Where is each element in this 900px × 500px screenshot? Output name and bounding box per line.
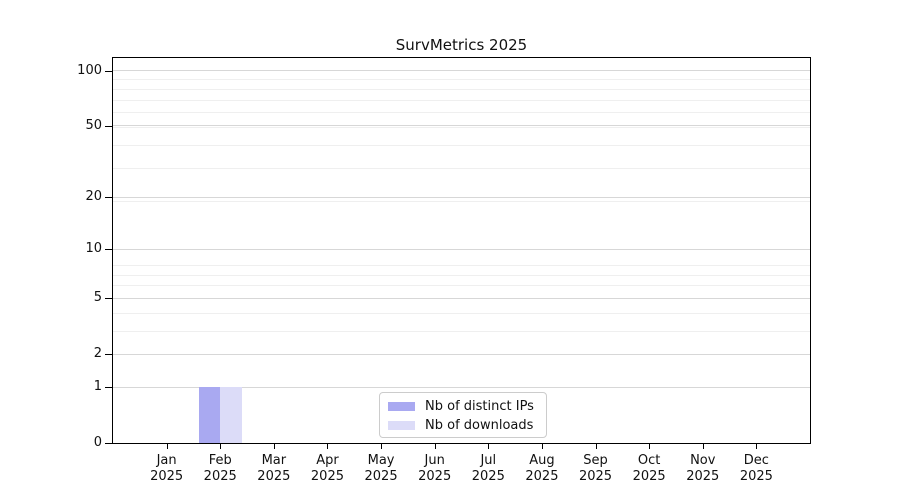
x-tick-label: Nov 2025 bbox=[673, 453, 733, 485]
x-tick-label: Dec 2025 bbox=[726, 453, 786, 485]
chart-title: SurvMetrics 2025 bbox=[395, 36, 528, 54]
y-tick-label: 1 bbox=[93, 379, 102, 395]
x-tick-month: May bbox=[367, 453, 395, 468]
minor-gridline bbox=[113, 99, 810, 101]
x-tick-label: Feb 2025 bbox=[190, 453, 250, 485]
x-tick-year: 2025 bbox=[203, 469, 237, 484]
x-tick-label: Jul 2025 bbox=[458, 453, 518, 485]
x-tick bbox=[327, 444, 329, 449]
x-tick bbox=[488, 444, 490, 449]
major-gridline bbox=[113, 353, 810, 355]
x-tick-year: 2025 bbox=[632, 469, 666, 484]
bar-nb-of-downloads-feb bbox=[220, 387, 242, 443]
minor-gridline bbox=[113, 112, 810, 114]
minor-gridline bbox=[113, 79, 810, 81]
y-tick bbox=[105, 249, 112, 251]
x-tick-label: Jun 2025 bbox=[405, 453, 465, 485]
x-tick-month: Sep bbox=[583, 453, 608, 468]
major-gridline bbox=[113, 196, 810, 198]
x-tick-year: 2025 bbox=[739, 469, 773, 484]
x-tick-year: 2025 bbox=[150, 469, 184, 484]
x-tick bbox=[649, 444, 651, 449]
y-tick bbox=[105, 443, 112, 444]
minor-gridline bbox=[113, 330, 810, 332]
legend-item-downloads: Nb of downloads bbox=[388, 416, 538, 435]
minor-gridline bbox=[113, 274, 810, 276]
x-tick bbox=[166, 444, 168, 449]
x-tick-year: 2025 bbox=[418, 469, 452, 484]
x-tick-year: 2025 bbox=[364, 469, 398, 484]
x-tick bbox=[273, 444, 275, 449]
legend-swatch-distinct-ips bbox=[388, 402, 415, 411]
x-tick-year: 2025 bbox=[578, 469, 613, 484]
y-tick-label: 100 bbox=[77, 62, 102, 78]
x-tick bbox=[756, 444, 758, 449]
x-tick-label: Apr 2025 bbox=[297, 453, 357, 485]
y-tick-label: 2 bbox=[93, 346, 102, 362]
major-gridline bbox=[113, 125, 810, 127]
x-tick-label: Aug 2025 bbox=[512, 453, 572, 485]
x-tick bbox=[595, 444, 597, 449]
major-gridline bbox=[113, 248, 810, 250]
y-tick-label: 50 bbox=[85, 117, 102, 133]
legend-label-distinct-ips: Nb of distinct IPs bbox=[425, 399, 534, 414]
y-tick bbox=[105, 354, 112, 356]
x-tick-label: Oct 2025 bbox=[619, 453, 679, 485]
x-tick-month: Dec bbox=[743, 453, 769, 468]
minor-gridline bbox=[113, 200, 810, 202]
x-tick-year: 2025 bbox=[310, 469, 344, 484]
plot-area bbox=[112, 57, 811, 444]
y-tick-label: 20 bbox=[85, 189, 102, 205]
x-tick-month: Aug bbox=[529, 453, 555, 468]
y-tick-label: 0 bbox=[93, 435, 102, 450]
legend-label-downloads: Nb of downloads bbox=[425, 418, 534, 433]
x-tick bbox=[220, 444, 222, 449]
x-tick-month: Nov bbox=[690, 453, 716, 468]
bar-nb-of-distinct-ips-feb bbox=[198, 387, 221, 443]
minor-gridline bbox=[113, 88, 810, 90]
y-tick-label: 5 bbox=[93, 290, 102, 306]
x-tick-label: May 2025 bbox=[351, 453, 411, 485]
x-tick-month: Mar bbox=[261, 453, 287, 468]
x-tick-year: 2025 bbox=[471, 469, 505, 484]
minor-gridline bbox=[113, 168, 810, 170]
y-tick bbox=[105, 387, 112, 389]
x-tick bbox=[702, 444, 704, 449]
x-tick-year: 2025 bbox=[525, 469, 559, 484]
x-tick-month: Feb bbox=[208, 453, 232, 468]
x-tick-label: Mar 2025 bbox=[244, 453, 304, 485]
legend-item-distinct-ips: Nb of distinct IPs bbox=[388, 397, 538, 416]
y-tick bbox=[105, 125, 112, 127]
legend-swatch-downloads bbox=[388, 421, 415, 430]
minor-gridline bbox=[113, 144, 810, 146]
x-tick-month: Apr bbox=[316, 453, 339, 468]
y-tick bbox=[105, 197, 112, 199]
legend: Nb of distinct IPs Nb of downloads bbox=[379, 392, 547, 438]
major-gridline bbox=[113, 70, 810, 72]
x-tick bbox=[434, 444, 436, 449]
x-tick-label: Jan 2025 bbox=[137, 453, 197, 485]
x-tick-label: Sep 2025 bbox=[566, 453, 626, 485]
y-tick bbox=[105, 70, 112, 72]
x-tick-month: Jun bbox=[424, 453, 445, 468]
x-tick-month: Oct bbox=[637, 453, 661, 468]
minor-gridline bbox=[113, 285, 810, 287]
x-tick-month: Jul bbox=[480, 453, 497, 468]
major-gridline bbox=[113, 386, 810, 388]
major-gridline bbox=[113, 297, 810, 299]
x-tick-year: 2025 bbox=[257, 469, 291, 484]
minor-gridline bbox=[113, 265, 810, 267]
x-tick bbox=[381, 444, 383, 449]
x-tick bbox=[541, 444, 543, 449]
x-tick-year: 2025 bbox=[686, 469, 720, 484]
minor-gridline bbox=[113, 312, 810, 314]
minor-gridline bbox=[113, 126, 810, 128]
x-tick-month: Jan bbox=[156, 453, 177, 468]
y-tick bbox=[105, 298, 112, 300]
y-tick-label: 10 bbox=[85, 241, 102, 257]
